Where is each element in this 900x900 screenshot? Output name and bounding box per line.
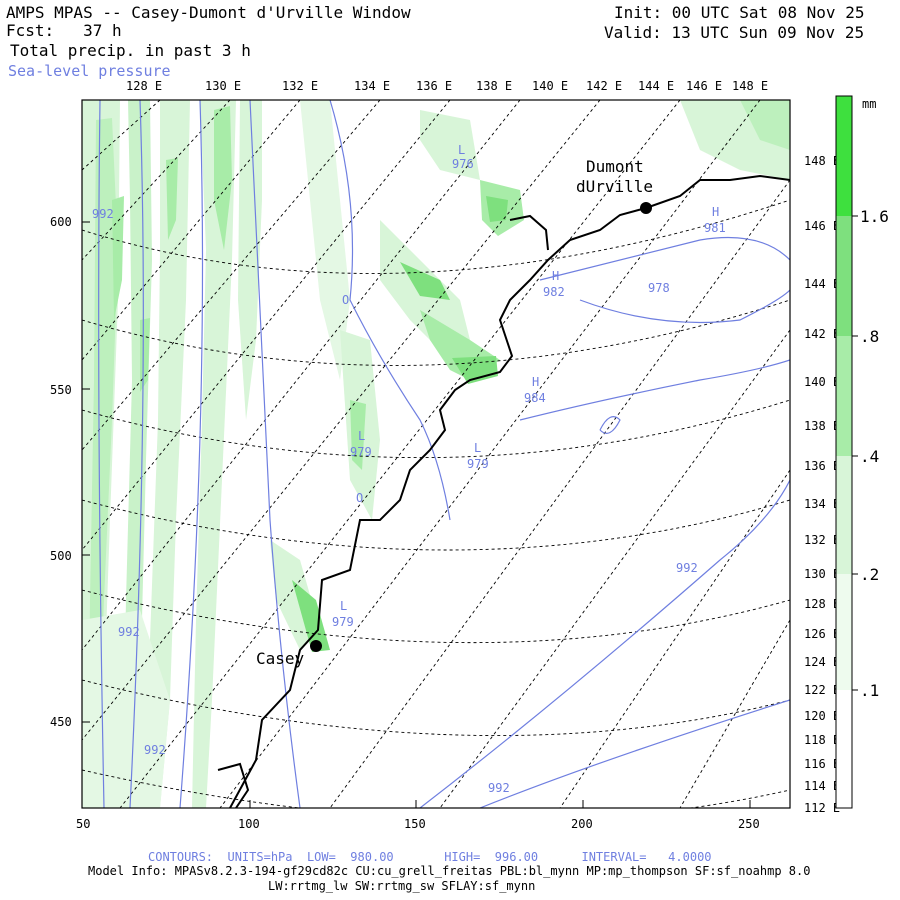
left-axis-label: 500	[50, 549, 72, 563]
right-lon-label: 112 E	[804, 801, 840, 815]
top-lon-label: 134 E	[354, 79, 390, 93]
colorbar-label: .1	[860, 681, 879, 700]
bottom-axis-labels: 50 100 150 200 250	[76, 817, 760, 831]
pressure-centres: L 976 H 982 H 984 L 979 L 979 L 979 H 98…	[92, 143, 726, 795]
right-lon-label: 148 E	[804, 154, 840, 168]
right-lon-label: 114 E	[804, 779, 840, 793]
left-axis-label: 550	[50, 383, 72, 397]
top-lon-label: 132 E	[282, 79, 318, 93]
colorbar-label: .4	[860, 447, 879, 466]
bottom-axis-label: 50	[76, 817, 90, 831]
right-lon-label: 140 E	[804, 375, 840, 389]
right-lon-label: 134 E	[804, 497, 840, 511]
dumont-durville-marker	[640, 202, 652, 214]
right-lon-label: 146 E	[804, 219, 840, 233]
pc-letter: H	[712, 205, 719, 219]
contour-label: 992	[676, 561, 698, 575]
station-dumont-label-line1: Dumont	[586, 157, 644, 176]
contour-label: 978	[648, 281, 670, 295]
graticule	[82, 100, 790, 808]
bottom-axis-label: 250	[738, 817, 760, 831]
pc-value: 984	[524, 391, 546, 405]
left-axis-label: 600	[50, 215, 72, 229]
pc-letter: L	[340, 599, 347, 613]
right-lon-label: 116 E	[804, 757, 840, 771]
colorbar-unit: mm	[862, 97, 876, 111]
pc-letter: L	[358, 429, 365, 443]
right-lon-label: 144 E	[804, 277, 840, 291]
forecast-hour-label: Fcst: 37 h	[6, 22, 122, 40]
pc-value: 976	[452, 157, 474, 171]
model-info-line2: LW:rrtmg_lw SW:rrtmg_sw SFLAY:sf_mynn	[268, 879, 536, 893]
top-lon-label: 140 E	[532, 79, 568, 93]
pc-value: 979	[467, 457, 489, 471]
right-lon-label: 122 E	[804, 683, 840, 697]
pc-letter: H	[532, 375, 539, 389]
left-axis-label: 450	[50, 715, 72, 729]
map-title: AMPS MPAS -- Casey-Dumont d'Urville Wind…	[6, 3, 411, 22]
map-plot-area	[82, 100, 790, 808]
pc-letter: H	[552, 269, 559, 283]
plot-frame	[81, 99, 791, 809]
station-dumont-label-line2: dUrville	[576, 177, 653, 196]
right-lon-label: 128 E	[804, 597, 840, 611]
bottom-axis-label: 150	[404, 817, 426, 831]
top-lon-label: 144 E	[638, 79, 674, 93]
right-lon-label: 120 E	[804, 709, 840, 723]
right-lon-label: 118 E	[804, 733, 840, 747]
top-lon-label: 130 E	[205, 79, 241, 93]
right-lon-label: 138 E	[804, 419, 840, 433]
top-lon-label: 136 E	[416, 79, 452, 93]
pc-value: 981	[704, 221, 726, 235]
right-lon-label: 130 E	[804, 567, 840, 581]
contour-label: 992	[118, 625, 140, 639]
left-ticks	[81, 221, 751, 808]
field-name: Total precip. in past 3 h	[10, 41, 251, 60]
right-lon-label: 126 E	[804, 627, 840, 641]
left-axis-labels: 600 550 500 450	[50, 215, 72, 729]
pc-letter: L	[458, 143, 465, 157]
casey-marker	[310, 640, 322, 652]
right-lon-labels: 148 E 146 E 144 E 142 E 140 E 138 E 136 …	[804, 154, 840, 815]
top-lon-label: 146 E	[686, 79, 722, 93]
colorbar: mm 1.6 .8 .4 .2 .1	[835, 95, 889, 809]
contour-label: 992	[488, 781, 510, 795]
pc-value: 979	[350, 445, 372, 459]
model-info: Model Info: MPASv8.2.3-194-gf29cd82c CU:…	[88, 864, 811, 878]
pressure-contours	[98, 100, 790, 808]
contour-zero-label: O	[342, 293, 349, 307]
top-lon-labels: 128 E 130 E 132 E 134 E 136 E 138 E 140 …	[126, 79, 768, 93]
pc-letter: L	[474, 441, 481, 455]
top-lon-label: 142 E	[586, 79, 622, 93]
right-lon-label: 124 E	[804, 655, 840, 669]
valid-time: Valid: 13 UTC Sun 09 Nov 25	[604, 23, 865, 42]
colorbar-label: .8	[860, 327, 879, 346]
contour-label: 992	[144, 743, 166, 757]
contour-info: CONTOURS: UNITS=hPa LOW= 980.00 HIGH= 99…	[148, 850, 712, 864]
colorbar-label: .2	[860, 565, 879, 584]
station-casey-label: Casey	[256, 649, 305, 668]
right-lon-label: 142 E	[804, 327, 840, 341]
top-lon-label: 128 E	[126, 79, 162, 93]
pc-value: 982	[543, 285, 565, 299]
top-lon-label: 138 E	[476, 79, 512, 93]
overlay-name: Sea-level pressure	[8, 62, 171, 80]
fcst-label: Fcst:	[6, 21, 55, 40]
right-lon-label: 136 E	[804, 459, 840, 473]
bottom-axis-label: 200	[571, 817, 593, 831]
contour-label: 992	[92, 207, 114, 221]
top-lon-label: 148 E	[732, 79, 768, 93]
pc-value: 979	[332, 615, 354, 629]
bottom-axis-label: 100	[238, 817, 260, 831]
right-lon-label: 132 E	[804, 533, 840, 547]
contour-zero-label: O	[356, 491, 363, 505]
colorbar-label: 1.6	[860, 207, 889, 226]
fcst-value: 37 h	[83, 21, 122, 40]
init-time: Init: 00 UTC Sat 08 Nov 25	[614, 3, 865, 22]
